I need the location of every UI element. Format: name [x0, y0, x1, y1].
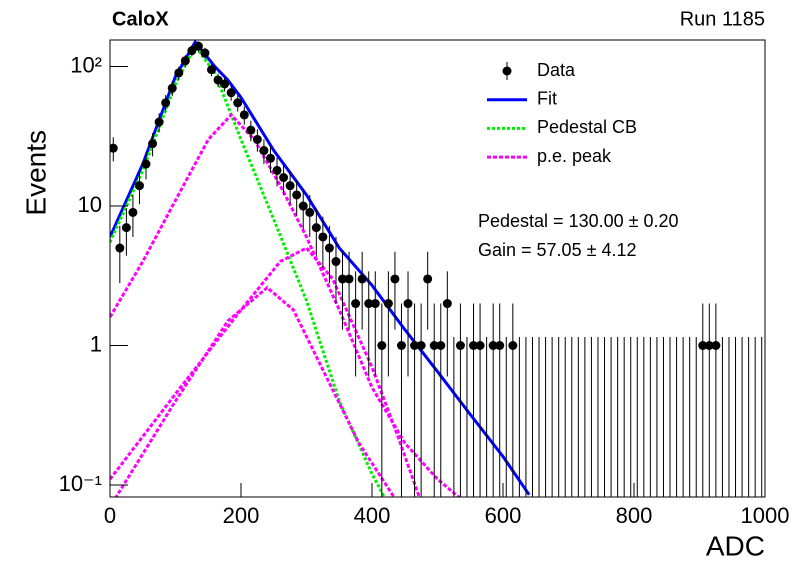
data-point [110, 143, 118, 153]
data-point [429, 341, 439, 351]
data-point [711, 341, 721, 351]
data-point [233, 98, 243, 108]
data-point [187, 46, 197, 56]
data-point [475, 341, 485, 351]
data-point [285, 181, 295, 191]
y-tick-label: 10⁻¹ [59, 471, 102, 496]
data-point [246, 125, 256, 135]
data-point [416, 341, 426, 351]
data-point [220, 79, 230, 89]
data-point [298, 201, 308, 211]
fit-curve [110, 112, 461, 497]
y-tick-label: 10 [78, 192, 102, 217]
annotation: Pedestal = 130.00 ± 0.20 [478, 211, 679, 231]
data-point [265, 153, 275, 163]
y-tick-label: 1 [90, 331, 102, 356]
data-point [259, 146, 269, 156]
fit-curve [110, 43, 387, 497]
data-point [134, 181, 144, 191]
data-point [207, 65, 217, 75]
x-tick-label: 200 [223, 503, 260, 528]
data-point [344, 274, 354, 284]
frame [109, 39, 766, 498]
data-point [154, 117, 164, 127]
chart-title: CaloX [112, 8, 169, 30]
data-point [161, 98, 171, 108]
data-point [351, 299, 361, 309]
data-point [442, 299, 452, 309]
data-point [115, 243, 125, 253]
data-point [357, 274, 367, 284]
data-point [364, 299, 374, 309]
fit-curve [110, 246, 421, 497]
annotation: Gain = 57.05 ± 4.12 [478, 240, 637, 260]
x-tick-label: 800 [616, 503, 653, 528]
data-point [193, 41, 203, 51]
data-point [318, 232, 328, 242]
data-point [226, 88, 236, 98]
data-point [377, 341, 387, 351]
data-point [239, 110, 249, 120]
x-axis-label: ADC [706, 530, 765, 561]
data-point [174, 68, 184, 78]
data-point [180, 56, 190, 66]
data-point [292, 190, 302, 200]
data-point [324, 243, 334, 253]
data-point [423, 274, 433, 284]
data-point [495, 341, 505, 351]
data-point [167, 83, 177, 93]
data-point [305, 207, 315, 217]
y-axis-label: Events [20, 130, 51, 216]
data-point [331, 257, 341, 267]
data-point [488, 341, 498, 351]
data-point [338, 274, 348, 284]
data-point [469, 341, 479, 351]
data-point [311, 223, 321, 233]
plot-area [110, 40, 763, 497]
data-point [200, 48, 210, 58]
data-point [704, 341, 714, 351]
data-point [279, 173, 289, 183]
data-point [410, 341, 420, 351]
data-point [128, 207, 138, 217]
fit-curve [114, 285, 396, 497]
legend-label: Pedestal CB [537, 117, 637, 137]
data-point [252, 134, 262, 144]
data-point [396, 341, 406, 351]
data-point [272, 165, 282, 175]
data-point [141, 159, 151, 169]
data-point [383, 299, 393, 309]
x-tick-label: 600 [485, 503, 522, 528]
legend-label: Data [537, 60, 576, 80]
data-point [455, 341, 465, 351]
data-point [403, 299, 413, 309]
data-point [213, 75, 223, 85]
data-point [390, 274, 400, 284]
data-point [436, 341, 446, 351]
x-tick-label: 0 [104, 503, 116, 528]
data-point [508, 341, 518, 351]
legend-label: p.e. peak [537, 146, 612, 166]
x-tick-label: 1000 [741, 503, 790, 528]
y-tick-label: 10² [70, 52, 102, 77]
data-point [148, 139, 158, 149]
x-tick-label: 400 [354, 503, 391, 528]
data-point [698, 341, 708, 351]
legend-label: Fit [537, 88, 557, 108]
data-point [121, 223, 131, 233]
data-point [370, 299, 380, 309]
chart-subtitle: Run 1185 [680, 8, 765, 30]
